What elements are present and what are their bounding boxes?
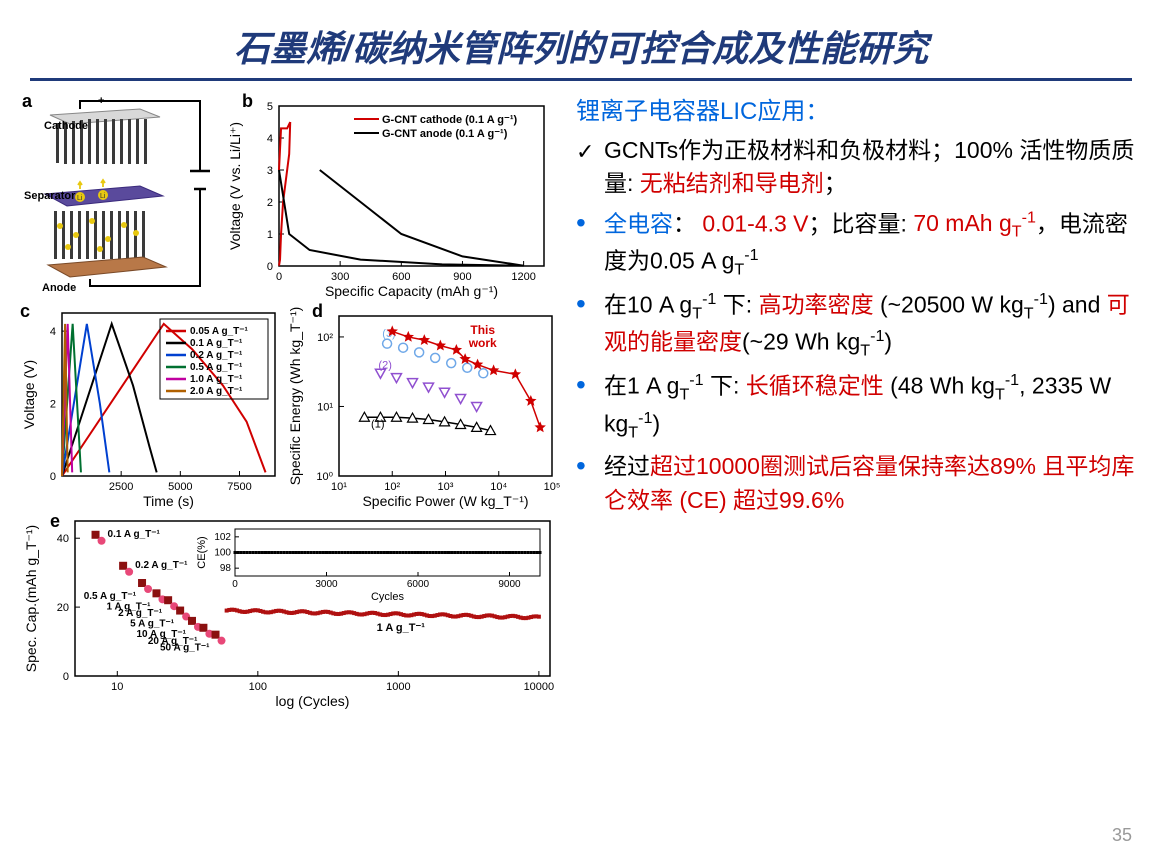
svg-text:50 A g_T⁻¹: 50 A g_T⁻¹ xyxy=(160,643,210,654)
svg-text:Cathode: Cathode xyxy=(44,120,88,132)
svg-text:Spec. Cap.(mAh g_T⁻¹): Spec. Cap.(mAh g_T⁻¹) xyxy=(23,525,39,672)
title-divider xyxy=(30,78,1132,81)
svg-text:Li: Li xyxy=(100,193,106,200)
subtitle: 锂离子电容器LIC应用： xyxy=(576,91,1142,126)
bullet-item: 在10 A gT-1 下: 高功率密度 (~20500 W kgT-1) and… xyxy=(576,288,1142,363)
panel-e: e 1010010001000002040log (Cycles)Spec. C… xyxy=(20,511,560,711)
svg-text:1.0 A g_T⁻¹: 1.0 A g_T⁻¹ xyxy=(190,374,243,385)
svg-text:Specific Capacity (mAh g⁻¹): Specific Capacity (mAh g⁻¹) xyxy=(325,283,498,299)
svg-text:100: 100 xyxy=(249,681,267,693)
svg-text:0: 0 xyxy=(232,579,238,590)
svg-text:2.0 A g_T⁻¹: 2.0 A g_T⁻¹ xyxy=(190,386,243,397)
svg-text:G-CNT cathode (0.1 A g⁻¹): G-CNT cathode (0.1 A g⁻¹) xyxy=(382,114,517,126)
svg-text:10¹: 10¹ xyxy=(317,401,333,413)
svg-text:3: 3 xyxy=(267,165,273,177)
svg-text:1000: 1000 xyxy=(386,681,410,693)
svg-text:900: 900 xyxy=(453,271,471,283)
svg-text:Li: Li xyxy=(77,195,83,202)
svg-text:log (Cycles): log (Cycles) xyxy=(276,693,350,709)
svg-text:4: 4 xyxy=(50,326,56,338)
svg-text:Cycles: Cycles xyxy=(371,591,405,603)
panel-b-label: b xyxy=(242,91,253,112)
svg-text:40: 40 xyxy=(57,533,69,545)
svg-text:10000: 10000 xyxy=(524,681,555,693)
svg-text:0: 0 xyxy=(276,271,282,283)
svg-text:0.1 A g_T⁻¹: 0.1 A g_T⁻¹ xyxy=(190,338,243,349)
svg-text:2500: 2500 xyxy=(109,481,133,493)
panel-a-schematic: + Cathode Li Li Separator xyxy=(20,91,220,301)
svg-text:1: 1 xyxy=(267,229,273,241)
svg-text:+: + xyxy=(98,95,104,107)
svg-text:10²: 10² xyxy=(317,332,333,344)
svg-text:Time (s): Time (s) xyxy=(143,493,194,509)
page-number: 35 xyxy=(1112,825,1132,846)
svg-text:7500: 7500 xyxy=(227,481,251,493)
svg-text:102: 102 xyxy=(214,532,231,543)
svg-text:300: 300 xyxy=(331,271,349,283)
svg-text:Specific Power (W kg_T⁻¹): Specific Power (W kg_T⁻¹) xyxy=(362,493,528,509)
bullet-item: 全电容： 0.01-4.3 V；比容量: 70 mAh gT-1，电流密度为0.… xyxy=(576,207,1142,282)
svg-text:10³: 10³ xyxy=(438,481,454,493)
svg-text:10⁴: 10⁴ xyxy=(490,481,507,493)
svg-text:0.5 A g_T⁻¹: 0.5 A g_T⁻¹ xyxy=(190,362,243,373)
svg-text:0.1 A g_T⁻¹: 0.1 A g_T⁻¹ xyxy=(108,529,161,540)
svg-text:1200: 1200 xyxy=(511,271,535,283)
svg-text:100: 100 xyxy=(214,548,231,559)
bullet-list: GCNTs作为正极材料和负极材料；100% 活性物质质量: 无粘结剂和导电剂；全… xyxy=(576,134,1142,517)
panel-b: b 0 300 600 900 1200 0 1 2 3 4 5 Specific Capacity … xyxy=(224,91,554,301)
svg-text:10⁰: 10⁰ xyxy=(316,471,333,483)
panel-c-chart: 2500 5000 7500 0 2 4 Time (s) Voltage (V) 0.05 A… xyxy=(20,301,280,511)
svg-text:Voltage (V): Voltage (V) xyxy=(21,360,37,429)
panel-a-label: a xyxy=(22,91,32,112)
svg-text:0: 0 xyxy=(50,471,56,483)
panel-d-chart: 10¹10²10³10⁴10⁵10⁰10¹10²Specific Power (… xyxy=(284,301,562,511)
svg-text:0.2 A g_T⁻¹: 0.2 A g_T⁻¹ xyxy=(135,560,188,571)
svg-text:10²: 10² xyxy=(384,481,400,493)
slide-title: 石墨烯/碳纳米管阵列的可控合成及性能研究 xyxy=(20,10,1142,78)
svg-text:0.05 A g_T⁻¹: 0.05 A g_T⁻¹ xyxy=(190,326,249,337)
svg-text:10: 10 xyxy=(111,681,123,693)
svg-text:work: work xyxy=(468,336,497,350)
svg-text:3000: 3000 xyxy=(315,579,338,590)
panel-d: d 10¹10²10³10⁴10⁵10⁰10¹10²Specific Power… xyxy=(284,301,562,511)
svg-text:0: 0 xyxy=(267,261,273,273)
svg-text:2: 2 xyxy=(267,197,273,209)
svg-text:0: 0 xyxy=(63,671,69,683)
svg-text:10¹: 10¹ xyxy=(331,481,347,493)
svg-text:5000: 5000 xyxy=(168,481,192,493)
panel-c: c 2500 5000 7500 0 2 4 Time (s) Voltage (V) 0.05… xyxy=(20,301,280,511)
svg-text:G-CNT anode (0.1 A g⁻¹): G-CNT anode (0.1 A g⁻¹) xyxy=(382,128,508,140)
svg-text:4: 4 xyxy=(267,133,273,145)
text-column: 锂离子电容器LIC应用： GCNTs作为正极材料和负极材料；100% 活性物质质… xyxy=(568,91,1142,711)
bullet-item: 经过超过10000圈测试后容量保持率达89% 且平均库仑效率 (CE) 超过99… xyxy=(576,450,1142,517)
svg-text:Voltage (V vs. Li/Li⁺): Voltage (V vs. Li/Li⁺) xyxy=(227,122,243,250)
panel-e-chart: 1010010001000002040log (Cycles)Spec. Cap… xyxy=(20,511,560,711)
figure-column: a xyxy=(20,91,560,711)
svg-text:0.2 A g_T⁻¹: 0.2 A g_T⁻¹ xyxy=(190,350,243,361)
svg-text:Specific Energy (Wh kg_T⁻¹): Specific Energy (Wh kg_T⁻¹) xyxy=(287,307,303,486)
svg-text:2: 2 xyxy=(50,399,56,411)
svg-text:(2): (2) xyxy=(378,360,391,372)
svg-text:600: 600 xyxy=(392,271,410,283)
panel-d-label: d xyxy=(312,301,323,322)
svg-text:20: 20 xyxy=(57,602,69,614)
panel-c-label: c xyxy=(20,301,30,322)
panel-e-label: e xyxy=(50,511,60,532)
panel-a: a xyxy=(20,91,220,301)
svg-text:(1): (1) xyxy=(371,418,384,430)
svg-text:6000: 6000 xyxy=(407,579,430,590)
svg-text:Separator: Separator xyxy=(24,190,76,202)
bullet-item: 在1 A gT-1 下: 长循环稳定性 (48 Wh kgT-1, 2335 W… xyxy=(576,369,1142,444)
svg-text:1 A g_T⁻¹: 1 A g_T⁻¹ xyxy=(377,622,426,634)
svg-text:10⁵: 10⁵ xyxy=(544,481,561,493)
svg-text:CE(%): CE(%) xyxy=(196,536,208,568)
svg-text:9000: 9000 xyxy=(498,579,521,590)
svg-text:5: 5 xyxy=(267,101,273,113)
svg-text:Anode: Anode xyxy=(42,282,76,294)
bullet-item: GCNTs作为正极材料和负极材料；100% 活性物质质量: 无粘结剂和导电剂； xyxy=(576,134,1142,201)
svg-text:98: 98 xyxy=(220,563,232,574)
panel-b-chart: 0 300 600 900 1200 0 1 2 3 4 5 Specific Capacity (m… xyxy=(224,91,554,301)
